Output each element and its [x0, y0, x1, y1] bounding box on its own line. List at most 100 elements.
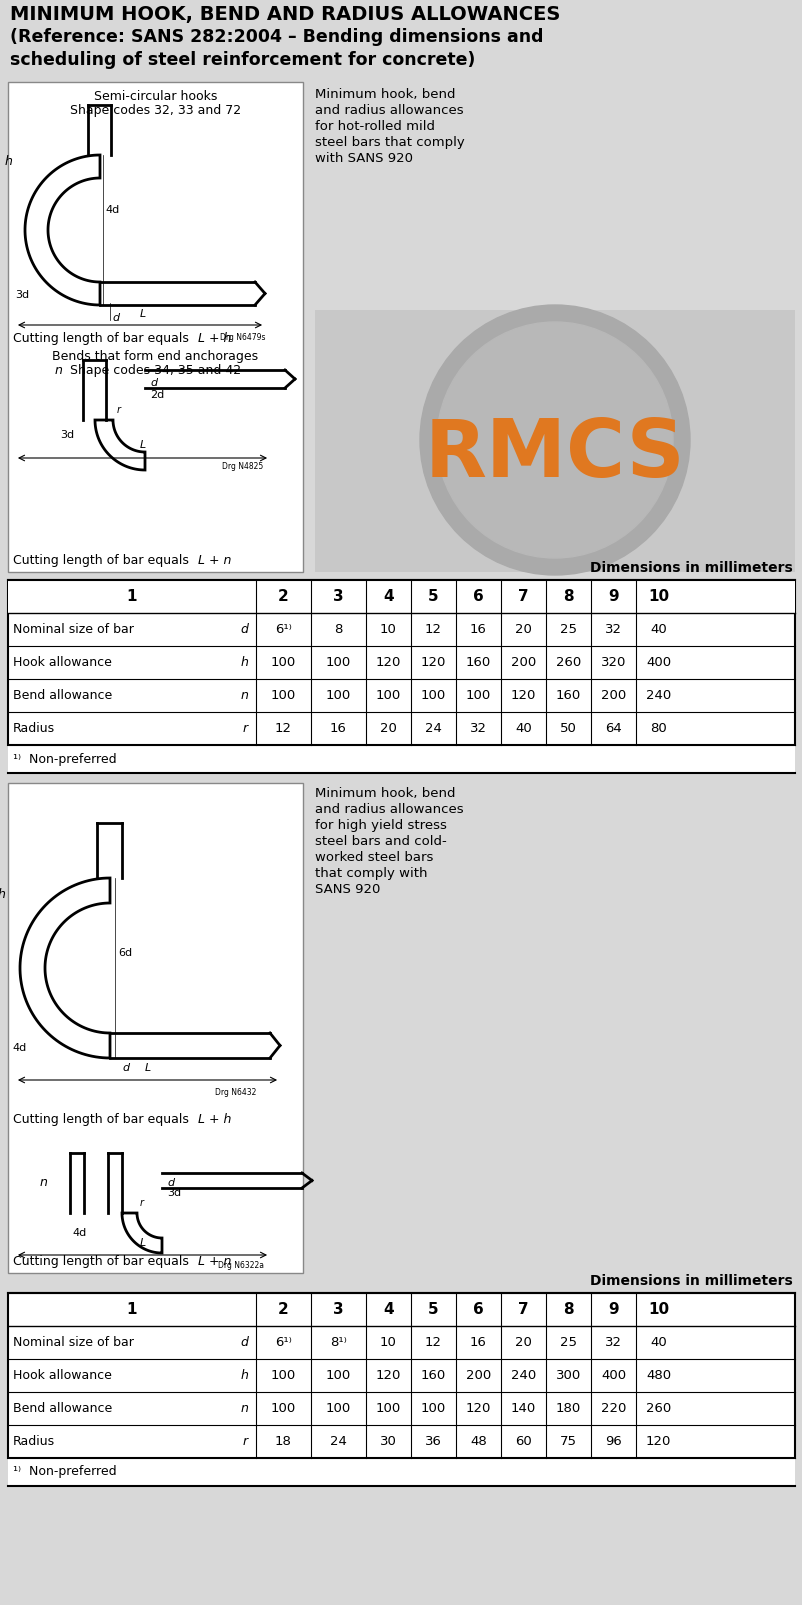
Text: 140: 140 — [510, 1403, 536, 1416]
Text: 3: 3 — [333, 1302, 343, 1318]
Text: L: L — [140, 310, 146, 319]
Text: 100: 100 — [270, 656, 296, 669]
Text: 20: 20 — [514, 1335, 531, 1348]
Text: 100: 100 — [375, 1403, 401, 1416]
Text: d: d — [111, 313, 119, 323]
Text: 3d: 3d — [60, 430, 74, 440]
Text: 10: 10 — [379, 1335, 396, 1348]
Text: 24: 24 — [424, 722, 441, 735]
Text: n: n — [55, 363, 63, 377]
Text: Dimensions in millimeters: Dimensions in millimeters — [589, 562, 792, 575]
Text: 100: 100 — [270, 1369, 296, 1382]
Text: 7: 7 — [517, 1302, 529, 1318]
Text: 4: 4 — [383, 589, 393, 603]
Text: 100: 100 — [326, 656, 350, 669]
Text: 160: 160 — [420, 1369, 446, 1382]
Text: 64: 64 — [605, 722, 621, 735]
Bar — [8, 82, 302, 571]
Text: L: L — [140, 440, 146, 449]
Text: h: h — [240, 656, 248, 669]
Text: 75: 75 — [559, 1435, 577, 1448]
Text: 3: 3 — [333, 589, 343, 603]
Text: d: d — [150, 379, 157, 388]
Text: 100: 100 — [326, 689, 350, 701]
Text: 8: 8 — [334, 623, 342, 636]
Bar — [314, 310, 794, 571]
Text: 2: 2 — [277, 1302, 289, 1318]
Text: n: n — [240, 1403, 248, 1416]
Text: 200: 200 — [510, 656, 536, 669]
Text: 100: 100 — [326, 1403, 350, 1416]
Text: MINIMUM HOOK, BEND AND RADIUS ALLOWANCES: MINIMUM HOOK, BEND AND RADIUS ALLOWANCES — [10, 5, 560, 24]
Text: L: L — [140, 1237, 146, 1249]
Text: 120: 120 — [510, 689, 536, 701]
Text: 1: 1 — [127, 589, 137, 603]
Text: 32: 32 — [469, 722, 486, 735]
Text: 12: 12 — [274, 722, 292, 735]
Bar — [8, 783, 302, 1273]
Text: Hook allowance: Hook allowance — [13, 656, 111, 669]
Text: Radius: Radius — [13, 722, 55, 735]
Text: for hot-rolled mild: for hot-rolled mild — [314, 120, 435, 133]
Text: d: d — [122, 1063, 129, 1074]
Text: Drg N6479s: Drg N6479s — [220, 332, 265, 342]
Text: 6: 6 — [472, 1302, 484, 1318]
Text: L: L — [145, 1063, 151, 1074]
Text: 100: 100 — [465, 689, 491, 701]
Text: for high yield stress: for high yield stress — [314, 819, 447, 831]
Text: 5: 5 — [427, 589, 438, 603]
Text: 100: 100 — [420, 1403, 446, 1416]
Text: 320: 320 — [600, 656, 626, 669]
Text: 4d: 4d — [72, 1228, 86, 1237]
Text: 180: 180 — [555, 1403, 581, 1416]
Text: 400: 400 — [600, 1369, 626, 1382]
Text: 100: 100 — [270, 689, 296, 701]
Text: h: h — [5, 156, 13, 169]
Text: n: n — [40, 1176, 48, 1189]
Text: 32: 32 — [604, 623, 622, 636]
Text: 100: 100 — [326, 1369, 350, 1382]
Text: 48: 48 — [469, 1435, 486, 1448]
Text: 120: 120 — [375, 656, 401, 669]
Text: with SANS 920: with SANS 920 — [314, 152, 412, 165]
Text: Bends that form end anchorages: Bends that form end anchorages — [52, 350, 258, 363]
Text: 32: 32 — [604, 1335, 622, 1348]
Text: Dimensions in millimeters: Dimensions in millimeters — [589, 1274, 792, 1287]
Text: Shape codes 32, 33 and 72: Shape codes 32, 33 and 72 — [70, 104, 241, 117]
Text: 16: 16 — [469, 1335, 486, 1348]
Text: 36: 36 — [424, 1435, 441, 1448]
Text: that comply with: that comply with — [314, 867, 427, 880]
Text: 4d: 4d — [105, 205, 119, 215]
Text: Radius: Radius — [13, 1435, 55, 1448]
Text: Hook allowance: Hook allowance — [13, 1369, 111, 1382]
Text: 120: 120 — [375, 1369, 401, 1382]
Text: d: d — [167, 1178, 174, 1188]
Text: 2d: 2d — [150, 390, 164, 400]
Text: d: d — [240, 1335, 248, 1348]
Text: 18: 18 — [275, 1435, 292, 1448]
Text: Shape codes 34, 35 and 42: Shape codes 34, 35 and 42 — [70, 364, 241, 377]
Text: steel bars that comply: steel bars that comply — [314, 136, 464, 149]
Text: and radius allowances: and radius allowances — [314, 104, 463, 117]
Text: Minimum hook, bend: Minimum hook, bend — [314, 786, 455, 799]
Text: 20: 20 — [514, 623, 531, 636]
Text: RMCS: RMCS — [424, 416, 684, 494]
Bar — [8, 1294, 794, 1457]
Bar — [8, 579, 794, 745]
Text: 8: 8 — [562, 589, 573, 603]
Text: 240: 240 — [645, 689, 670, 701]
Text: 2: 2 — [277, 589, 289, 603]
Text: 160: 160 — [465, 656, 491, 669]
Text: h: h — [0, 888, 6, 900]
Text: 10: 10 — [647, 1302, 668, 1318]
Text: 120: 120 — [645, 1435, 670, 1448]
Text: Drg N6432: Drg N6432 — [215, 1088, 256, 1096]
Text: Cutting length of bar equals: Cutting length of bar equals — [13, 1112, 192, 1127]
Text: 200: 200 — [600, 689, 626, 701]
Text: 260: 260 — [555, 656, 581, 669]
Text: d: d — [240, 623, 248, 636]
Text: Drg N6322a: Drg N6322a — [217, 1262, 264, 1270]
Text: 400: 400 — [645, 656, 670, 669]
Text: 25: 25 — [559, 623, 577, 636]
Text: 24: 24 — [330, 1435, 346, 1448]
